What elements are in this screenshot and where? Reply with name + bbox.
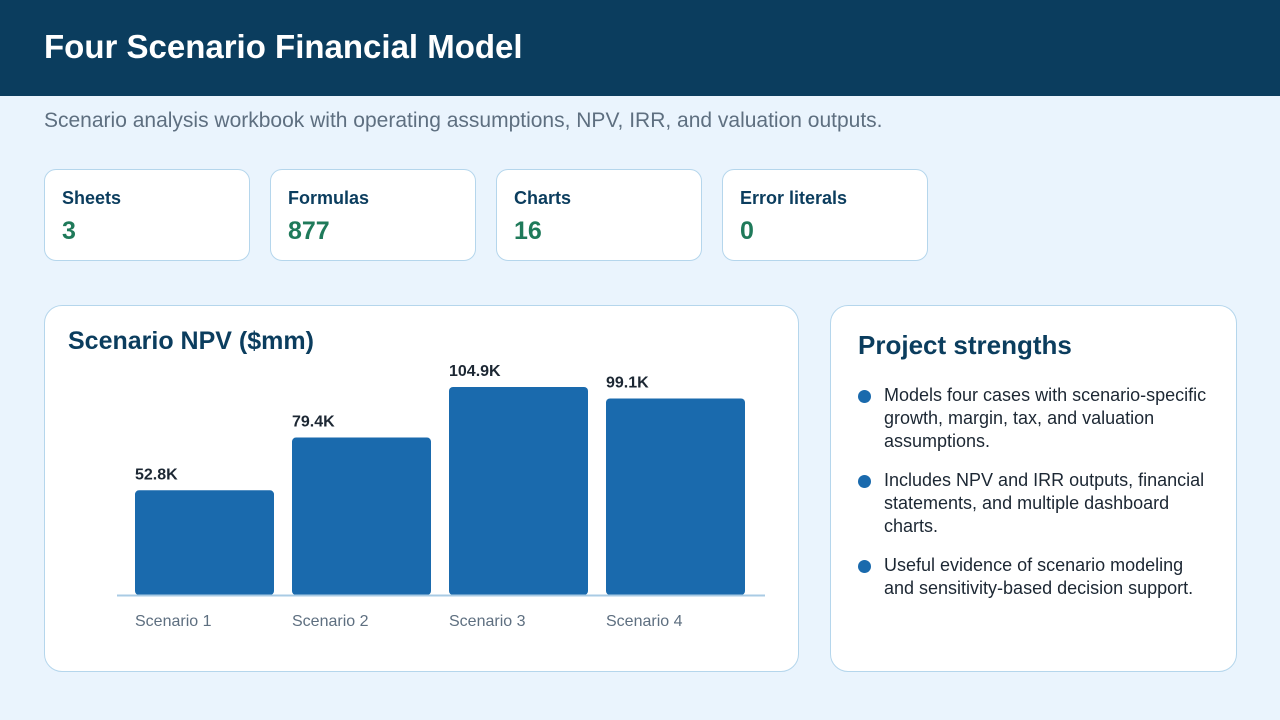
x-tick-label: Scenario 1 — [135, 613, 212, 630]
npv-chart-panel: Scenario NPV ($mm) 52.8K Scenario 1 79.4K S… — [44, 305, 799, 672]
x-tick-label: Scenario 4 — [606, 613, 683, 630]
page-subtitle: Scenario analysis workbook with operatin… — [44, 109, 883, 132]
stat-value: 0 — [740, 217, 754, 245]
stat-label: Sheets — [62, 188, 122, 208]
chart-title: Scenario NPV ($mm) — [68, 327, 314, 355]
bullet-dot-icon — [858, 475, 871, 488]
stat-value: 16 — [514, 217, 542, 245]
bar-data-label: 52.8K — [135, 466, 178, 483]
stat-card-error-literals: Error literals 0 — [722, 169, 928, 261]
stat-label: Charts — [514, 188, 572, 208]
project-strengths-panel: Project strengths Models four cases with… — [830, 305, 1237, 672]
strengths-title: Project strengths — [858, 330, 1072, 360]
bar-data-label: 99.1K — [606, 375, 649, 392]
bar-4 — [606, 398, 745, 595]
npv-bar-chart: 52.8K Scenario 1 79.4K Scenario 2 104.9K Scen… — [117, 363, 765, 630]
bar-3 — [449, 387, 588, 595]
stat-label: Formulas — [288, 188, 370, 208]
strengths-list: Models four cases with scenario-specific… — [858, 384, 1218, 616]
page-header: Four Scenario Financial Model — [0, 0, 1280, 96]
page-title: Four Scenario Financial Model — [44, 28, 523, 65]
x-tick-label: Scenario 2 — [292, 613, 369, 630]
bullet-dot-icon — [858, 390, 871, 403]
strength-text: Includes NPV and IRR outputs, financial … — [884, 470, 1205, 536]
stat-card-sheets: Sheets 3 — [44, 169, 250, 261]
stat-card-formulas: Formulas 877 — [270, 169, 476, 261]
bar-data-label: 104.9K — [449, 363, 501, 380]
stat-label: Error literals — [740, 188, 848, 208]
bar-1 — [135, 490, 274, 595]
strength-text: Useful evidence of scenario modeling and… — [884, 555, 1194, 598]
list-item: Models four cases with scenario-specific… — [858, 384, 1218, 453]
stat-value: 3 — [62, 217, 76, 245]
bar-2 — [292, 437, 431, 595]
stat-value: 877 — [288, 217, 330, 245]
list-item: Includes NPV and IRR outputs, financial … — [858, 469, 1218, 538]
strength-text: Models four cases with scenario-specific… — [884, 385, 1207, 451]
x-tick-label: Scenario 3 — [449, 613, 526, 630]
stat-card-charts: Charts 16 — [496, 169, 702, 261]
bullet-dot-icon — [858, 560, 871, 573]
list-item: Useful evidence of scenario modeling and… — [858, 554, 1218, 600]
bar-data-label: 79.4K — [292, 414, 335, 431]
